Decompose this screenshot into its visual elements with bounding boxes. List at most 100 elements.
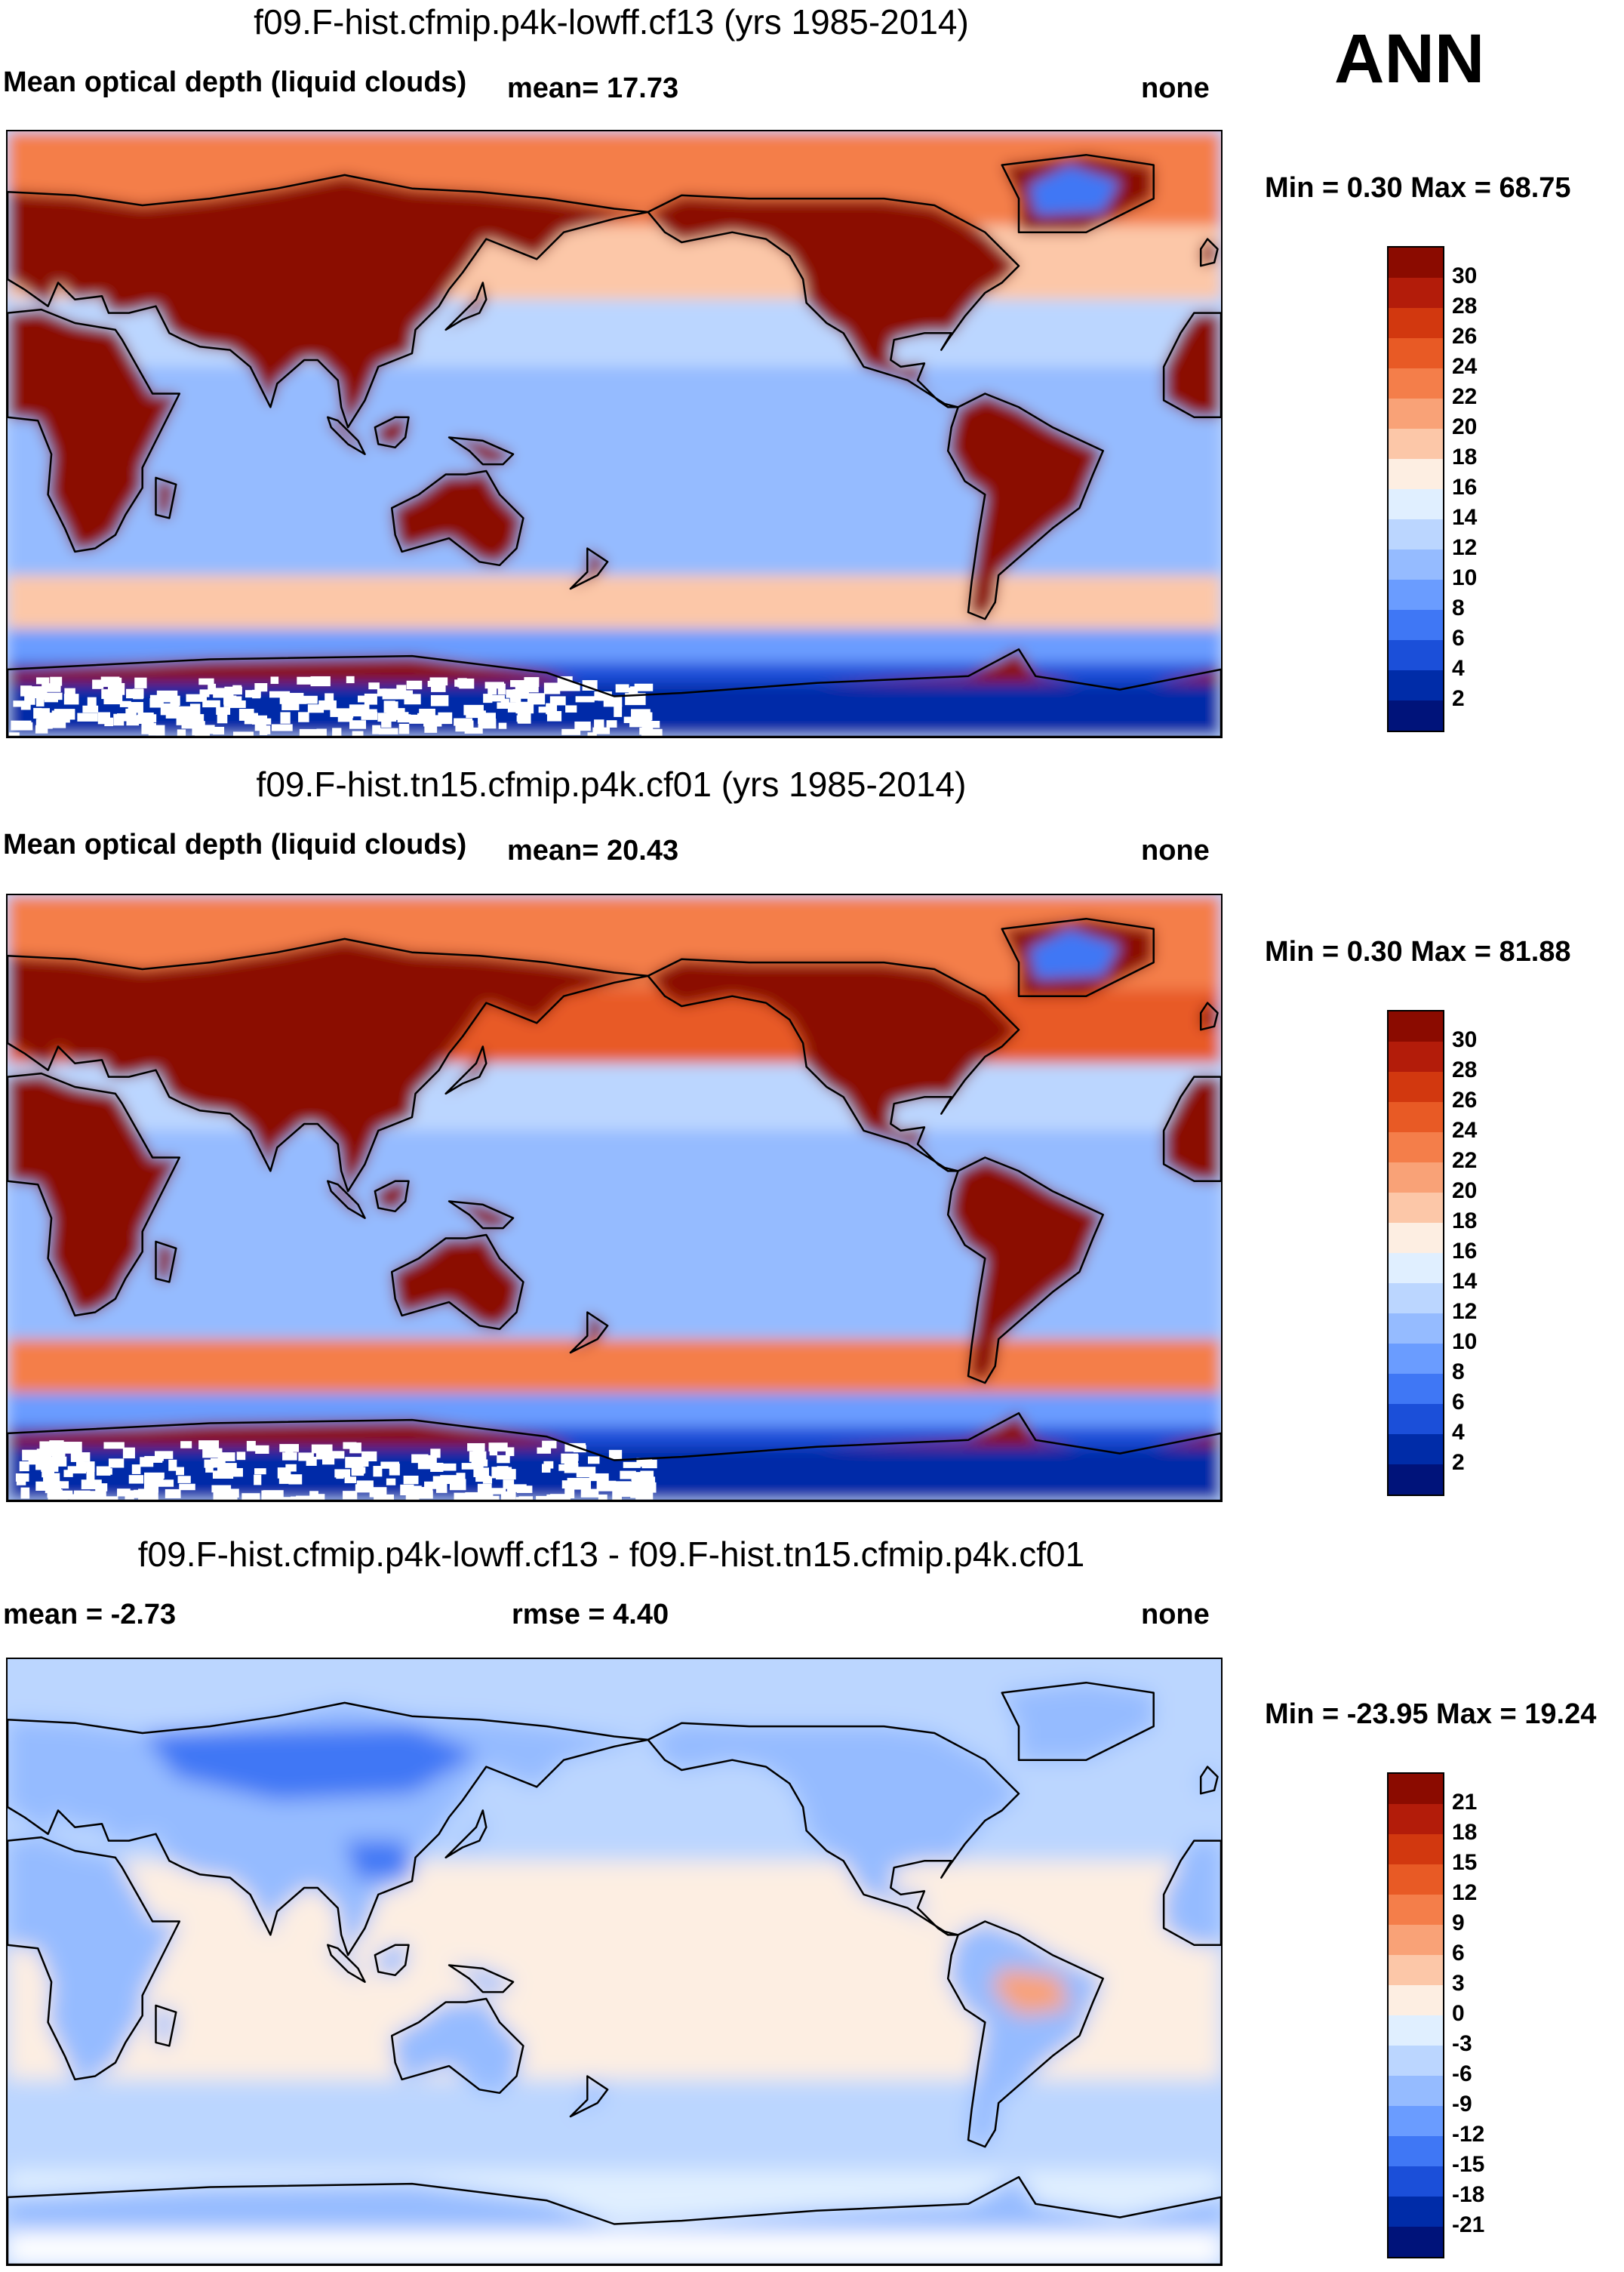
panel-2-colorbar-swatch: [1389, 1162, 1443, 1193]
panel-1-colorbar-tick-label: 20: [1452, 414, 1478, 439]
panel-2-colorbar-tick-label: 26: [1452, 1088, 1478, 1113]
panel-3-colorbar-tick-label: 12: [1452, 1880, 1478, 1905]
panel-3-colorbar-swatch: [1389, 1864, 1443, 1895]
panel-1-colorbar-swatch: [1389, 399, 1443, 429]
field-land: [948, 1157, 1103, 1384]
panel-1-missing-data: [8, 676, 663, 737]
field-land: [570, 1312, 608, 1353]
panel-2-colorbar-tick-label: 16: [1452, 1239, 1478, 1264]
field-land: [449, 437, 513, 465]
field-land: [948, 1921, 1103, 2147]
panel-2-colorbar-swatch: [1389, 1344, 1443, 1374]
panel-1-units-label: none: [1141, 72, 1210, 104]
panel-2-colorbar-tick-label: 14: [1452, 1269, 1478, 1294]
panel-3-colorbar-tick-label: -3: [1452, 2031, 1472, 2056]
panel-1-colorbar-swatch: [1389, 429, 1443, 459]
panel-1-colorbar-swatch: [1389, 580, 1443, 610]
panel-2-colorbar-swatch: [1389, 1374, 1443, 1404]
field-land: [374, 417, 409, 448]
field-land: [392, 1999, 524, 2093]
field-greenland-core: [1029, 165, 1120, 216]
field-land: [570, 548, 608, 589]
panel-1-colorbar-tick-label: 28: [1452, 294, 1478, 319]
panel-3-colorbar-tick-label: -6: [1452, 2061, 1472, 2086]
panel-3-colorbar-tick-label: 0: [1452, 2001, 1465, 2026]
panel-2-mean-label: mean= 20.43: [507, 835, 679, 867]
panel-2-colorbar-swatch: [1389, 1404, 1443, 1434]
panel-2-units-label: none: [1141, 835, 1210, 867]
panel-2-colorbar-tick-label: 4: [1452, 1420, 1465, 1445]
panel-2-colorbar-swatch: [1389, 1132, 1443, 1162]
field-antarctic-interior: [8, 2230, 1221, 2264]
field-greenland-core: [1029, 928, 1120, 980]
field-land: [445, 282, 487, 330]
panel-2-title: f09.F-hist.tn15.cfmip.p4k.cf01 (yrs 1985…: [256, 765, 967, 804]
field-land: [8, 174, 648, 428]
panel-3-map: [6, 1658, 1223, 2266]
panel-2-field: [8, 895, 1221, 1501]
field-south-high: [8, 1393, 1221, 1427]
panel-1-colorbar-tick-label: 12: [1452, 535, 1478, 560]
field-land: [449, 1965, 513, 1993]
panel-1-colorbar-swatch: [1389, 308, 1443, 338]
panel-1-colorbar-tick-label: 4: [1452, 656, 1465, 681]
panel-1-coastlines: [8, 153, 1221, 737]
panel-2-colorbar-tick-label: 6: [1452, 1390, 1465, 1415]
panel-1-colorbar-tick-label: 16: [1452, 475, 1478, 500]
field-southern-ocean: [8, 1339, 1221, 1393]
panel-1-colorbar-tick-label: 22: [1452, 384, 1478, 409]
panel-1-mean-label: mean= 17.73: [507, 72, 679, 104]
panel-3-colorbar: [1387, 1772, 1444, 2258]
panel-2-colorbar: [1387, 1010, 1444, 1496]
panel-1-colorbar-swatch: [1389, 640, 1443, 670]
panel-3-colorbar-tick-label: 3: [1452, 1971, 1465, 1996]
panel-1-colorbar-tick-label: 26: [1452, 324, 1478, 349]
panel-3-colorbar-tick-label: 9: [1452, 1910, 1465, 1935]
panel-3-field: [8, 1659, 1221, 2264]
panel-1-colorbar-tick-label: 8: [1452, 596, 1465, 620]
panel-1-colorbar-tick-label: 6: [1452, 626, 1465, 651]
panel-2-colorbar-swatch: [1389, 1011, 1443, 1042]
panel-2-colorbar-tick-label: 28: [1452, 1057, 1478, 1082]
panel-3-title: f09.F-hist.cfmip.p4k-lowff.cf13 - f09.F-…: [137, 1535, 1085, 1574]
panel-3-colorbar-tick-label: -12: [1452, 2122, 1485, 2147]
panel-2-colorbar-swatch: [1389, 1193, 1443, 1223]
panel-1-colorbar-tick-label: 14: [1452, 505, 1478, 530]
field-land: [647, 195, 1019, 408]
panel-1-map: [6, 130, 1223, 738]
panel-3-colorbar-tick-label: -15: [1452, 2152, 1485, 2177]
panel-1-colorbar-swatch: [1389, 610, 1443, 640]
panel-1-colorbar-swatch: [1389, 700, 1443, 731]
panel-2-colorbar-swatch: [1389, 1253, 1443, 1283]
panel-2-coastlines: [8, 917, 1221, 1501]
panel-2-map-svg: [8, 895, 1221, 1501]
panel-3-colorbar-swatch: [1389, 1804, 1443, 1834]
field-amazon-positive: [992, 1968, 1069, 2016]
panel-2-colorbar-tick-label: 12: [1452, 1299, 1478, 1324]
panel-1-colorbar-swatch: [1389, 368, 1443, 399]
panel-1-colorbar-swatch: [1389, 670, 1443, 700]
field-land: [647, 1722, 1019, 1935]
panel-3-colorbar-swatch: [1389, 1955, 1443, 1985]
field-land: [948, 393, 1103, 620]
panel-1-colorbar-tick-label: 18: [1452, 445, 1478, 469]
panel-3-colorbar-tick-label: -9: [1452, 2092, 1472, 2117]
field-land: [445, 1046, 487, 1094]
panel-3-coastlines: [8, 1681, 1221, 2264]
panel-2-colorbar-swatch: [1389, 1102, 1443, 1132]
panel-1-variable-label: Mean optical depth (liquid clouds): [3, 66, 467, 98]
panel-1-colorbar-tick-label: 24: [1452, 354, 1478, 379]
panel-3-colorbar-swatch: [1389, 2136, 1443, 2166]
field-land: [392, 1235, 524, 1329]
panel-2-colorbar-swatch: [1389, 1223, 1443, 1253]
panel-3-colorbar-tick-label: 18: [1452, 1820, 1478, 1845]
panel-3-colorbar-swatch: [1389, 2227, 1443, 2257]
panel-2-variable-label: Mean optical depth (liquid clouds): [3, 829, 467, 860]
field-china-negative: [344, 1840, 412, 1882]
panel-1-colorbar-swatch: [1389, 278, 1443, 308]
panel-1-colorbar-swatch: [1389, 338, 1443, 368]
panel-3-colorbar-tick-label: 15: [1452, 1850, 1478, 1875]
panel-2-colorbar-swatch: [1389, 1042, 1443, 1072]
field-land: [647, 959, 1019, 1171]
panel-3-colorbar-swatch: [1389, 1774, 1443, 1804]
